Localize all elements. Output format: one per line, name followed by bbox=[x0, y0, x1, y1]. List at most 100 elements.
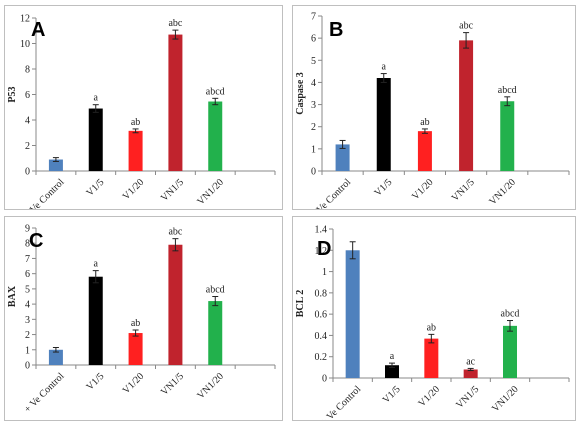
bar-v1-20 bbox=[128, 130, 143, 171]
bar-v1-20 bbox=[417, 131, 432, 171]
bar-vn1-20 bbox=[503, 325, 517, 378]
y-tick-label: 2 bbox=[25, 330, 30, 341]
significance-label: abcd bbox=[206, 86, 225, 97]
y-tick-label: 8 bbox=[25, 65, 30, 76]
y-tick-label: 2 bbox=[311, 122, 316, 133]
bar-v1-20 bbox=[424, 338, 439, 378]
y-axis-label: P53 bbox=[7, 86, 18, 102]
y-tick-label: 0.2 bbox=[315, 352, 328, 363]
y-tick-label: 4 bbox=[311, 78, 316, 89]
panel-letter: A bbox=[31, 19, 45, 41]
chart-d: 0 0.2 0.4 0.6 0.8 1 1.2 1.4 BCL 2 + Ve Control a V1… bbox=[295, 225, 570, 420]
significance-label: abcd bbox=[498, 85, 517, 96]
x-tick-label: V1/20 bbox=[417, 384, 442, 409]
panel-letter: B bbox=[329, 19, 343, 41]
y-tick-label: 0.8 bbox=[315, 288, 328, 299]
x-tick-label: VN1/5 bbox=[454, 384, 481, 411]
y-axis-label: BCL 2 bbox=[295, 290, 306, 318]
x-tick-label: VN1/5 bbox=[159, 371, 186, 398]
y-tick-label: 0 bbox=[25, 167, 30, 178]
x-tick-label: VN1/5 bbox=[159, 177, 186, 204]
panel-b: 0 1 2 3 4 5 6 7 Caspase 3 + Ve Control a V1/5 ab V1/2… bbox=[292, 5, 576, 210]
y-axis-label: Caspase 3 bbox=[295, 72, 306, 115]
panel-a: 0 2 4 6 8 10 12 P53 + Ve Control a V1/5 ab V1/20 abc V… bbox=[4, 5, 283, 210]
x-tick-label: V1/20 bbox=[121, 371, 146, 396]
panel-c: 0 1 2 3 4 5 6 7 8 9 BAX + Ve Control a V1/5 ab V1/20 abc… bbox=[4, 216, 283, 421]
significance-label: a bbox=[94, 93, 99, 104]
significance-label: ab bbox=[427, 322, 436, 333]
bar-vn1-5 bbox=[459, 40, 474, 171]
y-tick-label: 1.4 bbox=[315, 225, 328, 236]
chart-a: 0 2 4 6 8 10 12 P53 + Ve Control a V1/5 ab V1/20 abc V… bbox=[7, 14, 276, 209]
chart-b: 0 1 2 3 4 5 6 7 Caspase 3 + Ve Control a V1/5 ab V1/2… bbox=[295, 12, 570, 209]
significance-label: ab bbox=[131, 117, 140, 128]
y-tick-label: 0 bbox=[311, 167, 316, 178]
x-tick-label: + Ve Control bbox=[22, 371, 66, 415]
bar-vn1-5 bbox=[463, 369, 478, 378]
y-tick-label: 3 bbox=[311, 100, 316, 111]
significance-label: ab bbox=[420, 117, 429, 128]
bar-vn1-20 bbox=[208, 301, 223, 365]
x-tick-label: + Ve Control bbox=[309, 177, 353, 209]
y-tick-label: 7 bbox=[25, 254, 30, 265]
y-tick-label: 0 bbox=[25, 361, 30, 372]
y-tick-label: 2 bbox=[25, 141, 30, 152]
panel-letter: D bbox=[317, 238, 331, 260]
y-tick-label: 12 bbox=[20, 14, 30, 25]
significance-label: ac bbox=[466, 356, 475, 367]
chart-c: 0 1 2 3 4 5 6 7 8 9 BAX + Ve Control a V1/5 ab V1/20 abc… bbox=[7, 224, 276, 415]
bar-v1-5 bbox=[88, 108, 103, 171]
bar-ve-control bbox=[48, 349, 63, 365]
bar-ve-control bbox=[335, 144, 350, 171]
bar-v1-5 bbox=[376, 78, 391, 171]
significance-label: abcd bbox=[501, 309, 520, 320]
significance-label: abc bbox=[459, 21, 473, 32]
y-tick-label: 10 bbox=[20, 39, 30, 50]
y-tick-label: 3 bbox=[25, 315, 30, 326]
bar-vn1-20 bbox=[208, 101, 223, 171]
y-tick-label: 1 bbox=[311, 144, 316, 155]
x-tick-label: + Ve Control bbox=[319, 384, 363, 420]
bar-v1-20 bbox=[128, 333, 143, 365]
bar-vn1-5 bbox=[168, 244, 183, 365]
x-tick-label: VN1/20 bbox=[195, 371, 226, 402]
x-tick-label: VN1/20 bbox=[487, 177, 518, 208]
y-tick-label: 5 bbox=[25, 284, 30, 295]
significance-label: a bbox=[382, 62, 387, 73]
x-tick-label: V1/5 bbox=[84, 371, 106, 393]
x-tick-label: V1/5 bbox=[372, 177, 394, 199]
y-tick-label: 7 bbox=[311, 12, 316, 23]
y-tick-label: 0.6 bbox=[315, 310, 328, 321]
x-tick-label: V1/20 bbox=[410, 177, 435, 202]
panel-letter: C bbox=[29, 230, 43, 252]
significance-label: abc bbox=[168, 18, 182, 29]
bar-ve-control bbox=[345, 250, 360, 378]
bar-ve-control bbox=[48, 159, 63, 171]
bar-v1-5 bbox=[385, 365, 399, 378]
significance-label: a bbox=[390, 351, 395, 362]
x-tick-label: VN1/20 bbox=[490, 384, 521, 415]
y-tick-label: 6 bbox=[311, 34, 316, 45]
y-tick-label: 4 bbox=[25, 300, 30, 311]
y-tick-label: 6 bbox=[25, 269, 30, 280]
bar-vn1-5 bbox=[168, 34, 183, 172]
significance-label: abc bbox=[168, 227, 182, 238]
x-tick-label: VN1/5 bbox=[450, 177, 477, 204]
y-axis-label: BAX bbox=[7, 285, 18, 307]
y-tick-label: 1.2 bbox=[315, 246, 328, 257]
y-tick-label: 8 bbox=[25, 239, 30, 250]
x-tick-label: V1/5 bbox=[84, 177, 106, 199]
panel-d: 0 0.2 0.4 0.6 0.8 1 1.2 1.4 BCL 2 + Ve Control a V1… bbox=[292, 216, 576, 421]
y-tick-label: 1 bbox=[322, 267, 327, 278]
y-tick-label: 5 bbox=[311, 56, 316, 67]
x-tick-label: + Ve Control bbox=[22, 177, 66, 209]
bar-vn1-20 bbox=[500, 101, 515, 171]
y-tick-label: 4 bbox=[25, 116, 30, 127]
y-tick-label: 9 bbox=[25, 224, 30, 235]
x-tick-label: V1/20 bbox=[121, 177, 146, 202]
bar-v1-5 bbox=[88, 276, 103, 365]
y-tick-label: 1 bbox=[25, 345, 30, 356]
y-tick-label: 0.4 bbox=[315, 331, 328, 342]
y-tick-label: 6 bbox=[25, 90, 30, 101]
x-tick-label: VN1/20 bbox=[195, 177, 226, 208]
